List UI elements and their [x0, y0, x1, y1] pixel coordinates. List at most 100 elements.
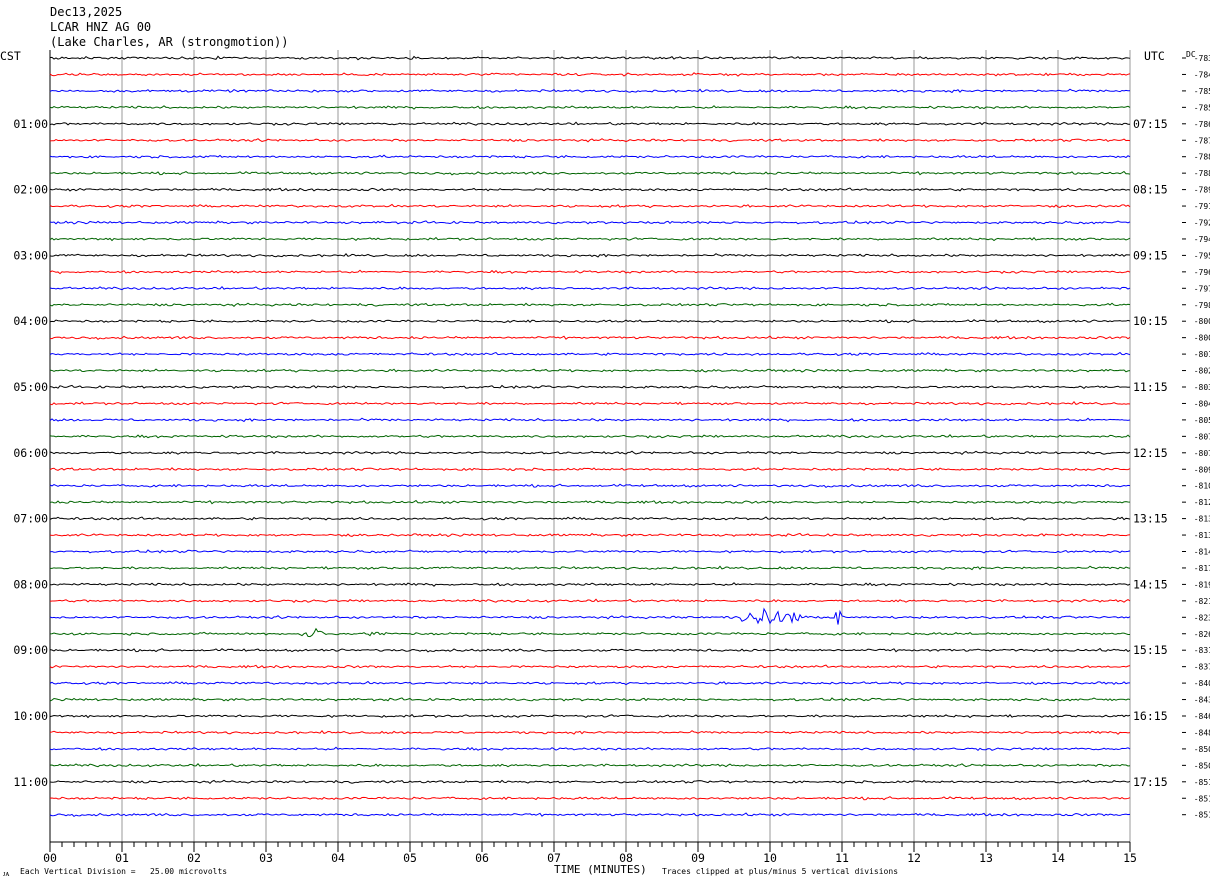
right-hour-label: 14:15 — [1133, 577, 1168, 591]
right-hour-label: 17:15 — [1133, 775, 1168, 789]
seismic-trace — [49, 532, 1131, 538]
x-tick-label: 07 — [547, 851, 561, 865]
seismic-trace — [49, 627, 1131, 638]
right-hour-label: 13:15 — [1133, 512, 1168, 526]
left-hour-label: 05:00 — [13, 380, 48, 394]
right-zone-label: UTC — [1144, 49, 1165, 63]
seismic-trace — [49, 170, 1131, 176]
x-tick-label: 10 — [763, 851, 777, 865]
dc-offset-label: -784 — [1194, 70, 1210, 79]
seismic-trace — [49, 269, 1131, 275]
dc-offset-label: -851 — [1194, 811, 1210, 820]
dc-offset-label: -789 — [1194, 186, 1210, 195]
seismic-trace — [49, 582, 1131, 587]
seismic-trace — [49, 779, 1131, 785]
left-hour-label: 02:00 — [13, 183, 48, 197]
seismic-trace — [49, 434, 1131, 439]
x-tick-label: 11 — [835, 851, 849, 865]
seismic-trace — [49, 730, 1131, 735]
left-hour-label: 04:00 — [13, 314, 48, 328]
seismic-trace — [49, 88, 1131, 94]
seismic-trace — [49, 812, 1131, 818]
dc-offset-label: -850 — [1194, 761, 1210, 770]
x-tick-label: 15 — [1123, 851, 1137, 865]
dc-offset-label: -851 — [1194, 794, 1210, 803]
dc-offset-label: -800 — [1194, 317, 1210, 326]
seismic-trace — [49, 55, 1131, 61]
x-tick-label: 13 — [979, 851, 993, 865]
footer-mark: ᴊᴀ — [3, 869, 10, 878]
dc-offset-label: -851 — [1194, 778, 1210, 787]
dc-offset-label: -802 — [1194, 367, 1210, 376]
x-tick-label: 08 — [619, 851, 633, 865]
dc-offset-label: -814 — [1194, 548, 1210, 557]
seismic-trace — [49, 516, 1131, 521]
seismic-trace — [49, 220, 1131, 225]
dc-offset-label: -788 — [1194, 153, 1210, 162]
dc-offset-label: -837 — [1194, 663, 1210, 672]
left-hour-label: 01:00 — [13, 117, 48, 131]
seismic-trace — [49, 565, 1131, 571]
left-zone-label: CST — [0, 49, 21, 63]
seismic-trace — [49, 121, 1131, 126]
dc-offset-label: -804 — [1194, 399, 1210, 408]
seismic-trace — [49, 549, 1131, 554]
left-hour-label: 09:00 — [13, 643, 48, 657]
x-tick-label: 03 — [259, 851, 273, 865]
seismic-trace — [49, 796, 1131, 801]
header-location: (Lake Charles, AR (strongmotion)) — [50, 35, 288, 49]
dc-offset-label: -823 — [1194, 613, 1210, 622]
seismic-trace — [49, 368, 1131, 373]
dc-offset-label: -792 — [1194, 219, 1210, 228]
dc-offset-label: -785 — [1194, 87, 1210, 96]
x-tick-label: 14 — [1051, 851, 1065, 865]
right-hour-label: 16:15 — [1133, 709, 1168, 723]
dc-offset-label: -831 — [1194, 646, 1210, 655]
dc-offset-label: -797 — [1194, 284, 1210, 293]
seismic-trace — [49, 285, 1131, 291]
x-tick-label: 00 — [43, 851, 57, 865]
dc-offset-label: -794 — [1194, 235, 1210, 244]
dc-offset-label: -788 — [1194, 169, 1210, 178]
dc-offset-label: -817 — [1194, 564, 1210, 573]
seismic-trace — [49, 302, 1131, 307]
seismic-trace — [49, 252, 1131, 258]
seismic-trace — [49, 746, 1131, 752]
dc-offset-label: -812 — [1194, 498, 1210, 507]
dc-offset-label: -813 — [1194, 515, 1210, 524]
left-hour-label: 11:00 — [13, 775, 48, 789]
seismic-trace — [49, 499, 1131, 505]
seismic-trace — [49, 319, 1131, 324]
dc-offset-label: -800 — [1194, 334, 1210, 343]
dc-offset-label: -783 — [1194, 54, 1210, 63]
label-layer: 00 01 02 03 04 05 06 07 08 09 10 11 12 13 14 15 -783 -784… — [13, 54, 1210, 865]
dc-offset-label: -807 — [1194, 449, 1210, 458]
left-hour-label: 06:00 — [13, 446, 48, 460]
right-hour-label: 10:15 — [1133, 314, 1168, 328]
dc-offset-label: -846 — [1194, 712, 1210, 721]
seismic-trace — [49, 450, 1131, 456]
x-tick-label: 09 — [691, 851, 705, 865]
seismic-trace — [49, 763, 1131, 768]
seismic-trace — [49, 680, 1131, 686]
right-hour-label: 07:15 — [1133, 117, 1168, 131]
seismic-trace — [49, 384, 1131, 390]
seismic-trace — [49, 351, 1131, 357]
header-station: LCAR HNZ AG 00 — [50, 20, 151, 34]
dc-offset-label: -803 — [1194, 383, 1210, 392]
seismic-trace — [49, 483, 1131, 489]
dc-offset-label: -819 — [1194, 580, 1210, 589]
seismic-trace — [49, 187, 1131, 192]
seismic-trace — [49, 467, 1131, 472]
seismic-trace — [49, 417, 1131, 423]
footer-clip-note: Traces clipped at plus/minus 5 vertical … — [662, 867, 898, 876]
dc-offset-label: -798 — [1194, 301, 1210, 310]
x-tick-label: 06 — [475, 851, 489, 865]
dc-offset-label: -786 — [1194, 120, 1210, 129]
dc-offset-label: -795 — [1194, 251, 1210, 260]
x-tick-label: 05 — [403, 851, 417, 865]
dc-offset-label: -807 — [1194, 432, 1210, 441]
dc-offset-label: -826 — [1194, 630, 1210, 639]
dc-offset-label: -785 — [1194, 103, 1210, 112]
